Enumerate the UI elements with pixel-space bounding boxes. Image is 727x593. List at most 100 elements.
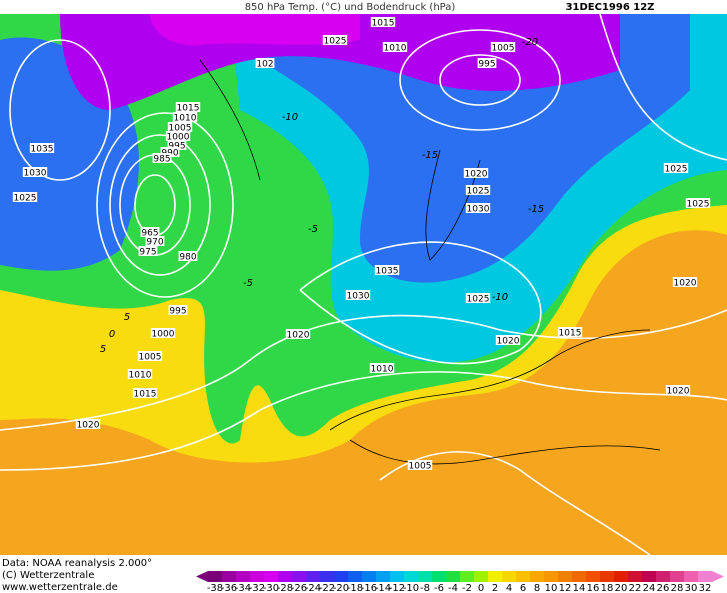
isobar <box>0 371 727 471</box>
isobar-label: 1035 <box>376 267 399 277</box>
temperature-label: -15 <box>422 150 438 161</box>
colorbar-label: -12 <box>389 583 405 593</box>
magenta-core <box>150 14 360 46</box>
coastlines <box>199 59 661 465</box>
isobar-label: 1005 <box>492 44 515 54</box>
colorbar-arrow-left <box>196 571 208 582</box>
colorbar-label: -28 <box>277 583 293 593</box>
temperature-label: 5 <box>124 312 130 323</box>
temperature-field <box>0 14 727 555</box>
isobar-label: 1025 <box>687 200 710 210</box>
isobar-label-bg <box>12 192 38 202</box>
colorbar-label: 30 <box>685 583 698 593</box>
isobar-label: 1030 <box>347 292 370 302</box>
isobar <box>599 13 727 161</box>
colorbar-label: 0 <box>478 583 484 593</box>
isobar-label: 1010 <box>384 44 407 54</box>
colorbar-swatch <box>502 571 517 582</box>
colorbar-label: -14 <box>375 583 391 593</box>
isobar <box>9 39 111 181</box>
colorbar-label: 10 <box>545 583 558 593</box>
isobar-label-bg <box>178 251 198 261</box>
colorbar-swatch <box>684 571 699 582</box>
isobar-label-bg <box>167 122 193 132</box>
isobar-label: 1020 <box>667 387 690 397</box>
isobar <box>109 134 211 276</box>
colorbar-label: -36 <box>221 583 237 593</box>
isobar-label: 1005 <box>139 353 162 363</box>
isobar-label-bg <box>160 147 180 157</box>
colorbar-swatch <box>572 571 587 582</box>
isobar-label: 1030 <box>24 169 47 179</box>
temperature-label: -5 <box>243 278 253 289</box>
isobar-label-bg <box>140 227 160 237</box>
isobar-label-bg <box>465 293 491 303</box>
colorbar-label: 24 <box>643 583 656 593</box>
colorbar-label: 6 <box>520 583 526 593</box>
colorbar-label: 28 <box>671 583 684 593</box>
isobar-label-bg <box>665 385 691 395</box>
isobar-label: 1015 <box>372 19 395 29</box>
isobar-label: 975 <box>139 248 156 258</box>
isobar-label-bg <box>138 246 158 256</box>
isobar <box>96 112 234 298</box>
isobar-label-bg <box>495 335 521 345</box>
isobar <box>379 451 651 556</box>
isobar-label-bg <box>322 35 348 45</box>
colorbar-label: -38 <box>207 583 223 593</box>
colorbar-swatch <box>390 571 405 582</box>
blue-zone <box>260 14 690 283</box>
colorbar-label: -10 <box>403 583 419 593</box>
isobar-label-bg <box>175 102 201 112</box>
isobar-label-bg <box>152 153 172 163</box>
isobar-label-bg <box>172 112 198 122</box>
colorbar-swatch <box>278 571 293 582</box>
colorbar-swatch <box>264 571 279 582</box>
isobar-label: 1005 <box>409 462 432 472</box>
isobar-label-bg <box>382 42 408 52</box>
colorbar-swatch <box>446 571 461 582</box>
temperature-label: -10 <box>492 292 508 303</box>
colorbar-swatch <box>376 571 391 582</box>
colorbar-label: -24 <box>305 583 321 593</box>
isobar-label-bg <box>490 42 516 52</box>
coastline <box>329 329 651 431</box>
isobar-label-bg <box>374 265 400 275</box>
isobar-label: 995 <box>478 60 495 70</box>
isobar-label-bg <box>557 327 583 337</box>
colorbar-swatch <box>250 571 265 582</box>
colorbar-swatch <box>586 571 601 582</box>
isobar-label: 980 <box>179 253 196 263</box>
isobar <box>399 29 561 131</box>
colorbar-swatch <box>432 571 447 582</box>
isobar-label: 995 <box>168 142 185 152</box>
colorbar-arrow-right <box>712 571 724 582</box>
colorbar-swatch <box>614 571 629 582</box>
isobar-label: 1015 <box>177 104 200 114</box>
colorbar-swatch <box>698 571 713 582</box>
colorbar-label: -2 <box>462 583 472 593</box>
coastline <box>199 59 261 181</box>
map-title: 850 hPa Temp. (°C) und Bodendruck (hPa) <box>245 2 456 13</box>
colorbar-swatch <box>530 571 545 582</box>
colorbar-label: 18 <box>601 583 614 593</box>
isobar-label: 1025 <box>14 194 37 204</box>
colorbar-swatch <box>488 571 503 582</box>
temperature-labels: -5 -5 -10 -15 -15 505 -20 -10 <box>100 37 544 355</box>
isobar-label: 1005 <box>169 124 192 134</box>
colorbar-label: -6 <box>434 583 444 593</box>
colorbar-swatch <box>670 571 685 582</box>
isobar-label-bg <box>75 419 101 429</box>
isobar-label: 970 <box>146 238 163 248</box>
colorbar-label: -16 <box>361 583 377 593</box>
isobar-label-bg <box>167 140 187 150</box>
colorbar-swatch <box>474 571 489 582</box>
isobar-label: 1025 <box>324 37 347 47</box>
isobar <box>0 309 727 431</box>
colorbar-label: -22 <box>319 583 335 593</box>
isobar-label-bg <box>672 277 698 287</box>
colorbar-swatch <box>558 571 573 582</box>
isobar-label-bg <box>165 131 191 141</box>
isobar-label: 1020 <box>497 337 520 347</box>
